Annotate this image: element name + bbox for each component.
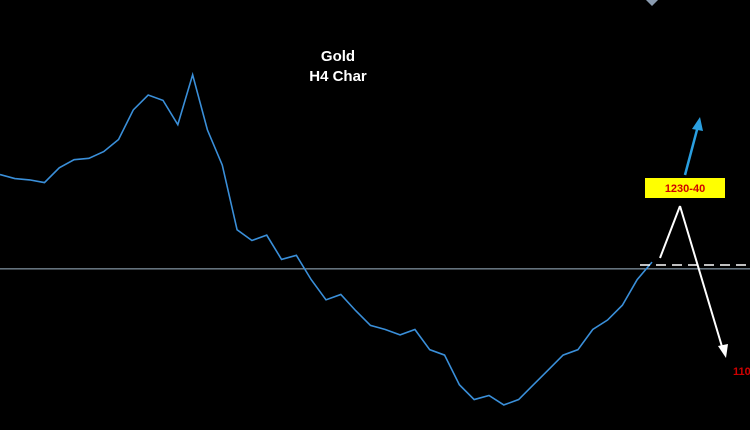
arrow-head xyxy=(692,117,703,131)
projection-line xyxy=(659,205,681,259)
price-line xyxy=(0,71,653,406)
target-label: 110 xyxy=(733,366,750,378)
projection-line xyxy=(683,125,700,176)
chart-title: Gold xyxy=(321,48,355,65)
label-box xyxy=(645,178,725,198)
plot-area xyxy=(0,71,750,406)
scroll-marker xyxy=(646,0,658,6)
chart-subtitle: H4 Char xyxy=(309,68,367,85)
projection-line xyxy=(679,205,724,351)
arrow-head xyxy=(718,344,728,358)
target-label: 1230-40 xyxy=(665,183,705,195)
